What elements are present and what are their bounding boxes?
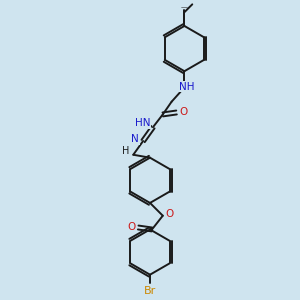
- Text: Br: Br: [144, 286, 156, 296]
- Text: O: O: [166, 209, 174, 219]
- Text: O: O: [179, 107, 188, 118]
- Text: O: O: [127, 223, 135, 232]
- Text: HN: HN: [135, 118, 151, 128]
- Text: —: —: [181, 4, 188, 10]
- Text: H: H: [122, 146, 129, 156]
- Text: NH: NH: [178, 82, 194, 92]
- Text: N: N: [131, 134, 139, 144]
